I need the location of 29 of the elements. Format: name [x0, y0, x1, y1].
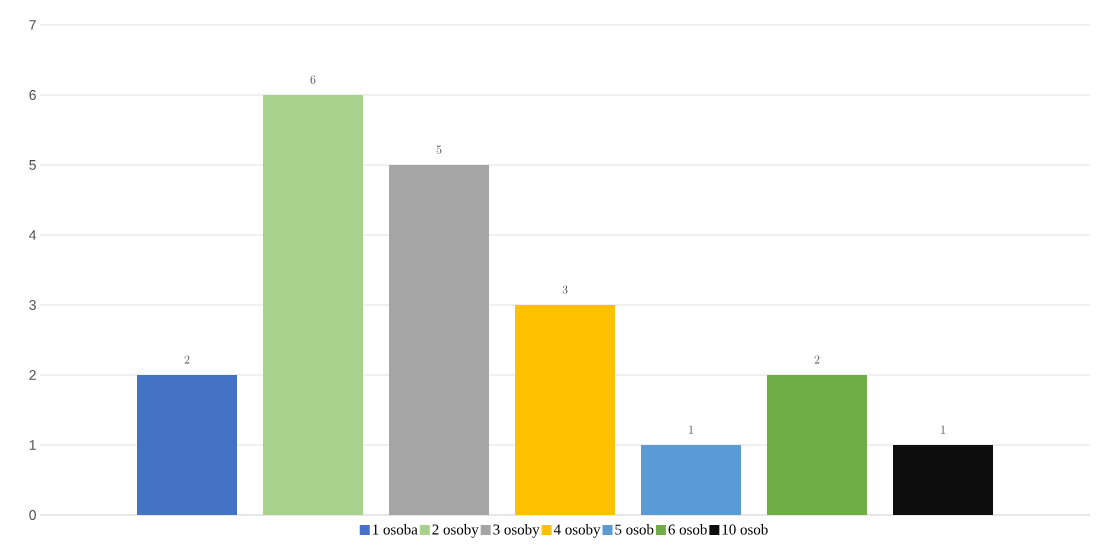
bar [893, 444, 993, 515]
legend-label: 6 osob [668, 524, 707, 535]
data-label: 2 [814, 355, 820, 364]
y-tick-label: 5 [29, 160, 36, 170]
data-label: 1 [689, 425, 693, 434]
bar [263, 94, 363, 515]
y-tick-label: 2 [29, 370, 36, 380]
y-tick-label: 7 [29, 20, 36, 30]
data-label: 5 [436, 145, 442, 154]
y-tick-label: 3 [29, 300, 36, 310]
legend-label: 5 osob [615, 524, 654, 535]
y-tick-label: 0 [29, 510, 36, 520]
legend-label: 3 osoby [493, 524, 540, 538]
bar [767, 374, 868, 515]
data-label: 3 [562, 285, 568, 294]
y-tick-label: 4 [29, 230, 37, 240]
bar [137, 374, 237, 515]
legend-label: 1 osoba [373, 524, 418, 535]
bar [515, 304, 615, 515]
legend-label: 4 osoby [553, 524, 601, 538]
y-tick-label: 1 [29, 440, 36, 450]
bar [389, 164, 490, 515]
legend-label: 2 osoby [432, 524, 479, 538]
data-label: 1 [941, 425, 945, 434]
legend-label: 10 osob [722, 524, 768, 535]
data-label: 6 [310, 75, 316, 84]
data-label: 2 [184, 355, 190, 364]
bar [641, 444, 742, 515]
y-tick-label: 6 [29, 90, 36, 100]
